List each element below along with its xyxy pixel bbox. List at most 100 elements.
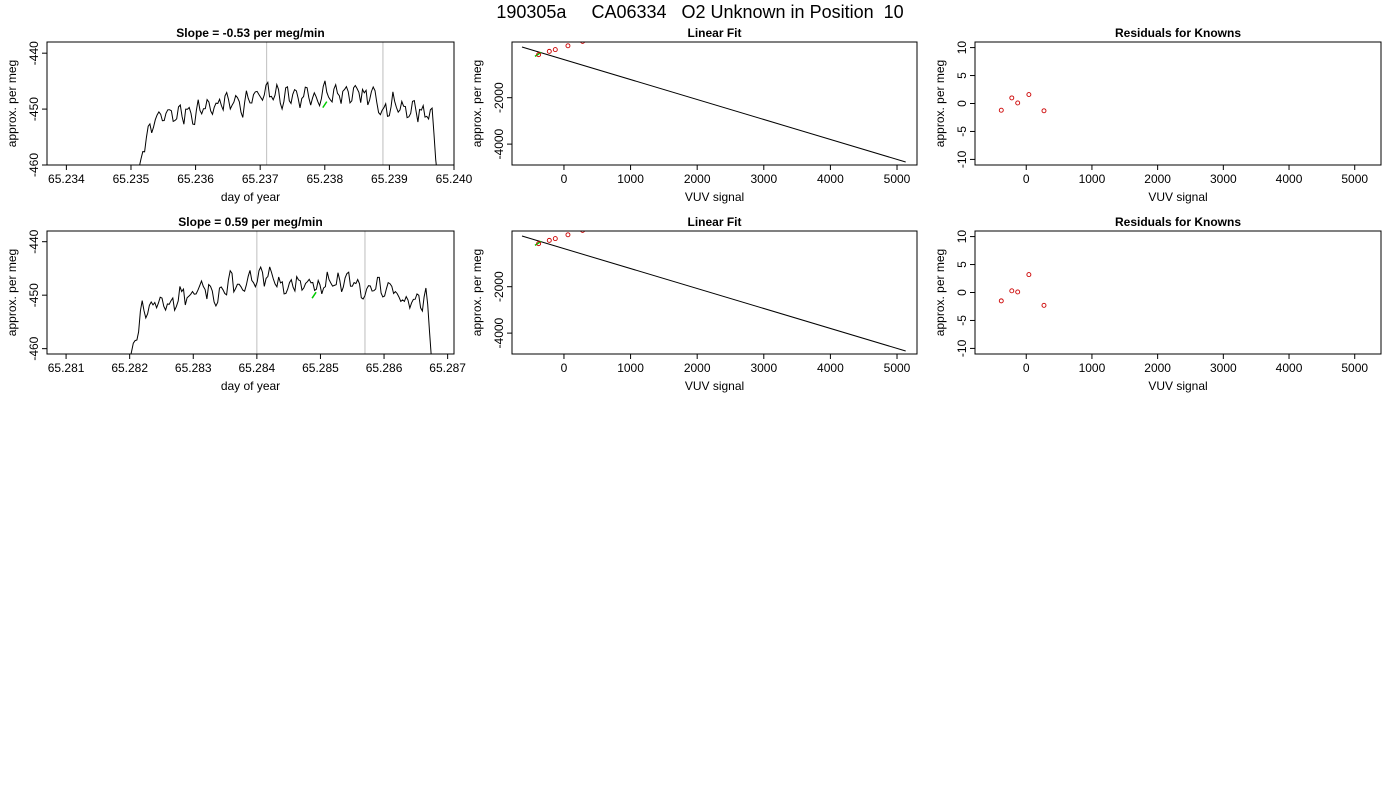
panel-6: Residuals for Knowns 0 1000 2000 3000 4000 500… <box>933 215 1382 393</box>
x-tick-label: 65.240 <box>436 172 473 186</box>
x-axis-label: VUV signal <box>685 379 744 393</box>
y-tick-label: 10 <box>955 41 969 55</box>
x-tick-label: 2000 <box>684 361 711 375</box>
x-tick-label: 65.239 <box>371 172 408 186</box>
data-point <box>1009 288 1015 294</box>
plot-area <box>521 42 906 163</box>
x-tick-label: 3000 <box>750 172 777 186</box>
x-tick-label: 5000 <box>1341 361 1368 375</box>
y-tick-label: 5 <box>955 72 969 79</box>
data-point <box>998 298 1004 304</box>
x-tick-label: 5000 <box>1341 172 1368 186</box>
unknown-marker <box>322 101 328 109</box>
x-tick-label: 1000 <box>1079 172 1106 186</box>
data-point <box>1015 100 1021 106</box>
data-point <box>546 237 552 243</box>
y-tick-label: -5 <box>955 126 969 137</box>
x-axis-label: day of year <box>221 379 280 393</box>
data-point <box>1026 272 1032 278</box>
data-point <box>536 52 542 58</box>
x-tick-label: 4000 <box>1276 172 1303 186</box>
x-tick-label: 5000 <box>884 361 911 375</box>
panel-1: Slope = -0.53 per meg/min 65.234 65.235 65.… <box>5 26 473 204</box>
data-point <box>552 47 558 53</box>
panel-title: Residuals for Knowns <box>1115 26 1241 40</box>
page-title: 190305a CA06334 O2 Unknown in Position 1… <box>496 2 904 22</box>
panel-2: Linear Fit 0 1000 2000 3000 4000 5000 -2000 -400… <box>470 26 918 204</box>
x-tick-label: 65.285 <box>302 361 339 375</box>
plot-frame <box>974 230 1382 355</box>
y-axis-label: approx. per meg <box>5 249 19 336</box>
x-tick-label: 3000 <box>1210 172 1237 186</box>
x-tick-label: 2000 <box>1144 172 1171 186</box>
y-tick-label: -10 <box>955 150 969 168</box>
x-axis-label: VUV signal <box>685 190 744 204</box>
x-tick-label: 65.234 <box>48 172 85 186</box>
y-axis-label: approx. per meg <box>470 249 484 336</box>
plot-frame <box>511 230 918 355</box>
y-tick-label: -4000 <box>492 128 506 159</box>
plot-frame <box>46 230 455 355</box>
signal-trace <box>130 265 432 354</box>
y-tick-label: 0 <box>955 289 969 296</box>
x-tick-label: 65.238 <box>306 172 343 186</box>
x-tick-label: 1000 <box>617 361 644 375</box>
x-tick-label: 2000 <box>1144 361 1171 375</box>
data-point <box>552 236 558 242</box>
y-tick-label: -10 <box>955 339 969 357</box>
plot-area <box>130 231 432 354</box>
y-tick-label: -450 <box>27 283 41 307</box>
fit-line <box>521 235 906 352</box>
panel-3: Residuals for Knowns 0 1000 2000 3000 4000 500… <box>933 26 1382 204</box>
x-tick-label: 65.236 <box>177 172 214 186</box>
data-point <box>1009 95 1015 101</box>
y-tick-label: -460 <box>27 336 41 360</box>
x-tick-label: 0 <box>561 361 568 375</box>
plot-area <box>998 272 1047 308</box>
data-point <box>536 241 542 247</box>
y-axis-label: approx. per meg <box>470 60 484 147</box>
y-axis-label: approx. per meg <box>933 249 947 336</box>
data-point <box>565 232 571 238</box>
panel-title: Slope = -0.53 per meg/min <box>176 26 324 40</box>
x-tick-label: 1000 <box>617 172 644 186</box>
y-tick-label: -2000 <box>492 271 506 302</box>
x-tick-label: 0 <box>1023 172 1030 186</box>
data-point <box>565 43 571 49</box>
y-tick-label: -440 <box>27 41 41 65</box>
x-tick-label: 65.235 <box>113 172 150 186</box>
x-tick-label: 4000 <box>1276 361 1303 375</box>
plot-area <box>521 231 906 352</box>
x-tick-label: 2000 <box>684 172 711 186</box>
y-tick-label: -440 <box>27 229 41 253</box>
x-tick-label: 65.284 <box>239 361 276 375</box>
x-tick-label: 65.282 <box>111 361 148 375</box>
x-tick-label: 3000 <box>1210 361 1237 375</box>
x-tick-label: 0 <box>561 172 568 186</box>
x-tick-label: 1000 <box>1079 361 1106 375</box>
x-tick-label: 65.283 <box>175 361 212 375</box>
data-point <box>580 231 585 233</box>
panel-title: Slope = 0.59 per meg/min <box>178 215 322 229</box>
x-tick-label: 5000 <box>884 172 911 186</box>
signal-trace <box>139 80 437 165</box>
panel-title: Linear Fit <box>687 26 741 40</box>
y-tick-label: -4000 <box>492 317 506 348</box>
plot-frame <box>974 41 1382 166</box>
x-tick-label: 65.286 <box>366 361 403 375</box>
y-tick-label: 5 <box>955 261 969 268</box>
y-tick-label: 10 <box>955 230 969 244</box>
x-tick-label: 65.281 <box>48 361 85 375</box>
fit-line <box>521 46 906 163</box>
y-tick-label: -460 <box>27 153 41 177</box>
y-tick-label: -450 <box>27 97 41 121</box>
x-tick-label: 65.237 <box>242 172 279 186</box>
unknown-marker <box>311 291 317 299</box>
x-tick-label: 4000 <box>817 172 844 186</box>
data-point <box>1041 302 1047 308</box>
x-tick-label: 0 <box>1023 361 1030 375</box>
x-tick-label: 65.287 <box>429 361 466 375</box>
x-tick-label: 3000 <box>750 361 777 375</box>
data-point <box>1026 92 1032 98</box>
